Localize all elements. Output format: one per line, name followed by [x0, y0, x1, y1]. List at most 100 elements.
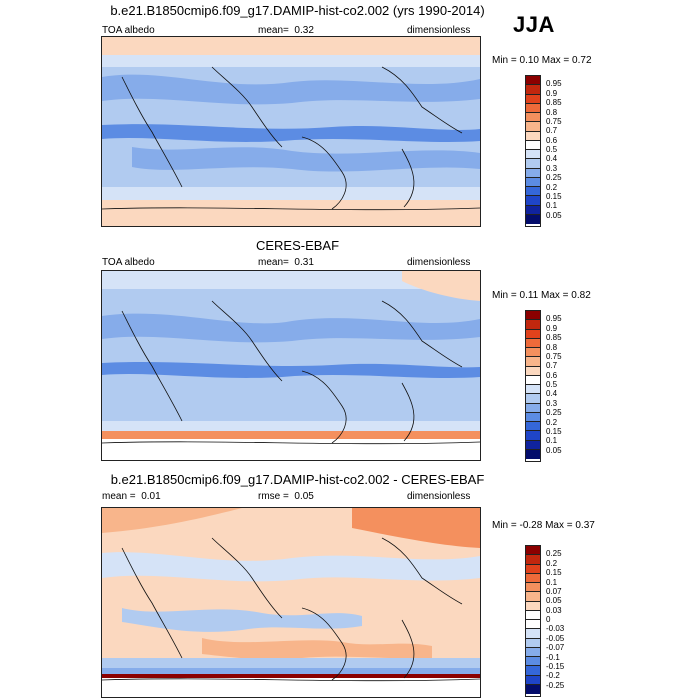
colorbar-swatch [526, 329, 540, 339]
colorbar-swatch [526, 449, 540, 459]
colorbar-swatch [526, 601, 540, 611]
colorbar-tick-label: 0.1 [546, 201, 558, 211]
colorbar-swatch [526, 385, 540, 395]
colorbar-swatch [526, 196, 540, 206]
colorbar-tick-label: -0.2 [546, 671, 560, 681]
colorbar-tick-label: 0.95 [546, 314, 562, 324]
colorbar-tick-label: -0.03 [546, 624, 565, 634]
colorbar-swatch [526, 122, 540, 132]
panel-variable-model: TOA albedo [102, 25, 155, 36]
colorbar-swatch [526, 311, 540, 321]
colorbar-swatch [526, 394, 540, 404]
colorbar-tick-label: 0.75 [546, 116, 562, 126]
colorbar-swatch [526, 412, 540, 422]
colorbar-swatch [526, 440, 540, 450]
panel-title-obs: CERES-EBAF [255, 238, 340, 253]
colorbar-swatch [526, 348, 540, 358]
colorbar-swatch [526, 159, 540, 169]
colorbar-swatch [526, 94, 540, 104]
colorbar-swatch [526, 103, 540, 113]
colorbar-swatch [526, 666, 540, 676]
colorbar-tick-label: 0.05 [546, 210, 562, 220]
colorbar-swatch [526, 555, 540, 565]
colorbar-tick-label: 0.07 [546, 586, 562, 596]
colorbar-swatch [526, 583, 540, 593]
colorbar-swatch [526, 205, 540, 215]
colorbar-swatch [526, 113, 540, 123]
colorbar-swatch [526, 214, 540, 224]
colorbar-tick-label: 0.95 [546, 79, 562, 89]
colorbar-ticks-obs: 0.95 0.9 0.85 0.8 0.75 0.7 0.6 0.5 0.4 0.3 0.25 0.2… [546, 310, 586, 462]
colorbar-tick-label: 0.15 [546, 568, 562, 578]
colorbar-tick-label: 0.75 [546, 351, 562, 361]
colorbar-swatch [526, 177, 540, 187]
colorbar-model [525, 75, 541, 227]
panel-mean-obs: mean= 0.31 [258, 257, 314, 268]
colorbar-tick-label: 0.15 [546, 191, 562, 201]
season-label: JJA [513, 12, 555, 37]
colorbar-tick-label: 0.85 [546, 98, 562, 108]
panel-mean-diff: mean = 0.01 [102, 491, 161, 502]
colorbar-tick-label: 0.2 [546, 558, 558, 568]
colorbar-diff [525, 545, 541, 697]
colorbar-swatch [526, 546, 540, 556]
colorbar-swatch [526, 403, 540, 413]
colorbar-tick-label: -0.15 [546, 661, 565, 671]
colorbar-tick-label: 0.7 [546, 126, 558, 136]
colorbar-swatch [526, 140, 540, 150]
panel-title-model: b.e21.B1850cmip6.f09_g17.DAMIP-hist-co2.… [110, 3, 485, 18]
colorbar-tick-label: 0.9 [546, 88, 558, 98]
colorbar-swatch [526, 431, 540, 441]
colorbar-swatch [526, 638, 540, 648]
colorbar-tick-label: 0 [546, 615, 551, 624]
colorbar-swatch [526, 366, 540, 376]
colorbar-swatch [526, 610, 540, 620]
panel-rmse-diff: rmse = 0.05 [258, 491, 314, 502]
map-model [101, 36, 481, 227]
colorbar-swatch [526, 320, 540, 330]
panel-minmax-model: Min = 0.10 Max = 0.72 [492, 55, 592, 66]
colorbar-tick-label: 0.1 [546, 577, 558, 587]
colorbar-swatch [526, 422, 540, 432]
colorbar-swatch [526, 592, 540, 602]
colorbar-tick-label: 0.4 [546, 154, 558, 164]
colorbar-tick-label: -0.05 [546, 633, 565, 643]
colorbar-tick-label: 0.05 [546, 445, 562, 455]
panel-units-obs: dimensionless [407, 257, 471, 268]
colorbar-swatch [526, 357, 540, 367]
colorbar-swatch [526, 375, 540, 385]
panel-mean-model: mean= 0.32 [258, 25, 314, 36]
colorbar-swatch [526, 338, 540, 348]
colorbar-swatch [526, 684, 540, 694]
colorbar-swatch [526, 187, 540, 197]
colorbar-swatch [526, 629, 540, 639]
colorbar-swatch [526, 675, 540, 685]
colorbar-tick-label: 0.5 [546, 380, 558, 389]
colorbar-tick-label: 0.1 [546, 436, 558, 446]
colorbar-tick-label: 0.03 [546, 605, 562, 615]
panel-variable-obs: TOA albedo [102, 257, 155, 268]
colorbar-swatch [526, 168, 540, 178]
colorbar-tick-label: 0.7 [546, 361, 558, 371]
panel-title-diff: b.e21.B1850cmip6.f09_g17.DAMIP-hist-co2.… [110, 472, 485, 487]
map-obs [101, 270, 481, 461]
colorbar-swatch [526, 150, 540, 160]
map-diff [101, 507, 481, 698]
colorbar-tick-label: 0.9 [546, 323, 558, 333]
colorbar-tick-label: 0.5 [546, 145, 558, 154]
colorbar-swatch [526, 657, 540, 667]
colorbar-tick-label: 0.25 [546, 408, 562, 418]
colorbar-obs [525, 310, 541, 462]
colorbar-tick-label: -0.07 [546, 643, 565, 653]
colorbar-tick-label: 0.05 [546, 596, 562, 606]
panel-minmax-diff: Min = -0.28 Max = 0.37 [492, 520, 595, 531]
colorbar-ticks-diff: 0.25 0.2 0.15 0.1 0.07 0.05 0.03 0 -0.03 -0.05 -0.… [546, 545, 586, 697]
colorbar-tick-label: 0.85 [546, 333, 562, 343]
colorbar-tick-label: 0.3 [546, 163, 558, 173]
colorbar-tick-label: 0.25 [546, 173, 562, 183]
panel-minmax-obs: Min = 0.11 Max = 0.82 [492, 290, 591, 301]
colorbar-tick-label: 0.2 [546, 182, 558, 192]
colorbar-swatch [526, 573, 540, 583]
panel-units-model: dimensionless [407, 25, 471, 36]
colorbar-swatch [526, 131, 540, 141]
